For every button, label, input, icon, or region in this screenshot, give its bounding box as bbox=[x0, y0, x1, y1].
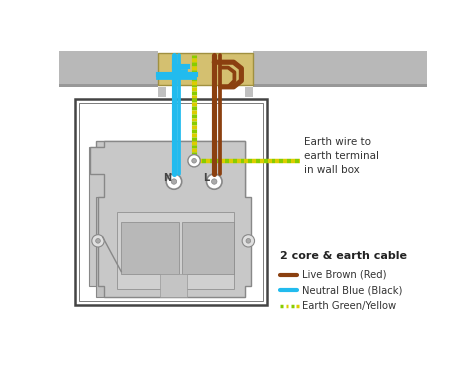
Circle shape bbox=[207, 174, 222, 189]
Bar bbox=[245, 87, 253, 97]
Circle shape bbox=[242, 235, 255, 247]
Text: Earth wire to
earth terminal
in wall box: Earth wire to earth terminal in wall box bbox=[304, 137, 379, 175]
Circle shape bbox=[188, 154, 201, 167]
Text: Earth Green/Yellow: Earth Green/Yellow bbox=[302, 301, 396, 310]
Circle shape bbox=[92, 235, 104, 247]
Bar bbox=[118, 212, 234, 289]
Text: Neutral Blue (Black): Neutral Blue (Black) bbox=[302, 285, 402, 295]
Circle shape bbox=[211, 179, 217, 184]
Bar bbox=[89, 172, 137, 285]
Circle shape bbox=[96, 239, 100, 243]
Bar bbox=[158, 53, 253, 85]
Bar bbox=[253, 84, 427, 87]
Bar bbox=[158, 87, 166, 97]
Bar bbox=[182, 222, 234, 274]
Circle shape bbox=[166, 174, 182, 189]
Bar bbox=[96, 197, 245, 297]
Bar bbox=[121, 222, 179, 274]
Bar bbox=[96, 141, 245, 197]
Bar bbox=[79, 103, 263, 301]
Bar bbox=[59, 84, 158, 87]
Text: N: N bbox=[163, 173, 171, 183]
Polygon shape bbox=[90, 141, 251, 297]
Circle shape bbox=[171, 179, 177, 184]
Text: Live Brown (Red): Live Brown (Red) bbox=[302, 270, 386, 280]
Bar bbox=[160, 274, 187, 297]
Text: L: L bbox=[203, 173, 210, 183]
Bar bbox=[89, 147, 106, 172]
Bar bbox=[230, 197, 245, 285]
Bar bbox=[59, 51, 158, 87]
Bar bbox=[253, 51, 427, 87]
Circle shape bbox=[192, 158, 196, 163]
Text: 2 core & earth cable: 2 core & earth cable bbox=[280, 251, 407, 261]
Circle shape bbox=[246, 239, 251, 243]
Bar bbox=[75, 99, 267, 305]
